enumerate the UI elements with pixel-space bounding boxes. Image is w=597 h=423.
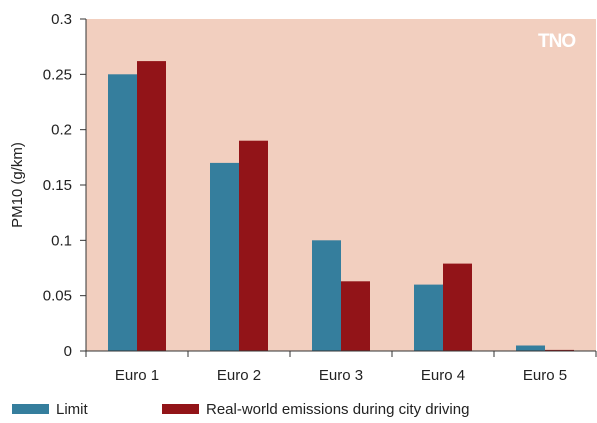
y-tick-label: 0 [64,343,72,360]
x-tick-label: Euro 1 [115,367,159,384]
legend: Limit Real-world emissions during city dr… [12,401,469,418]
y-tick-label: 0.05 [43,288,72,305]
axes-group: 0 0.05 0.1 0.15 0.2 0.25 0.3 Euro 1 Euro 2 Euro 3… [43,11,597,384]
x-tick-label: Euro 3 [319,367,363,384]
bar-limit-euro-2 [210,162,239,351]
x-tick-label: Euro 2 [217,367,261,384]
bar-real-world-euro-3 [341,281,370,351]
bar-real-world-euro-4 [443,263,472,351]
x-tick-label: Euro 4 [421,367,465,384]
y-tick-label: 0.3 [51,11,72,28]
bar-real-world-euro-5 [545,349,574,351]
y-tick-label: 0.2 [51,122,72,139]
bar-real-world-euro-1 [137,61,166,351]
y-axis-title: PM10 (g/km) [9,142,26,228]
legend-label-limit: Limit [56,401,89,418]
bar-real-world-euro-2 [239,140,268,351]
legend-swatch-limit [12,404,49,414]
bar-limit-euro-3 [312,240,341,351]
y-tick-label: 0.15 [43,177,72,194]
y-tick-label: 0.1 [51,232,72,249]
legend-label-real-world: Real-world emissions during city driving [206,401,469,418]
bars-group [108,61,574,352]
x-tick-label: Euro 5 [523,367,567,384]
bar-limit-euro-1 [108,74,137,352]
y-tick-label: 0.25 [43,66,72,83]
bar-limit-euro-5 [516,345,545,351]
tno-logo-text: TNO [538,31,575,52]
bar-limit-euro-4 [414,284,443,351]
tno-logo: TNO [538,31,576,52]
legend-swatch-real-world [162,404,199,414]
